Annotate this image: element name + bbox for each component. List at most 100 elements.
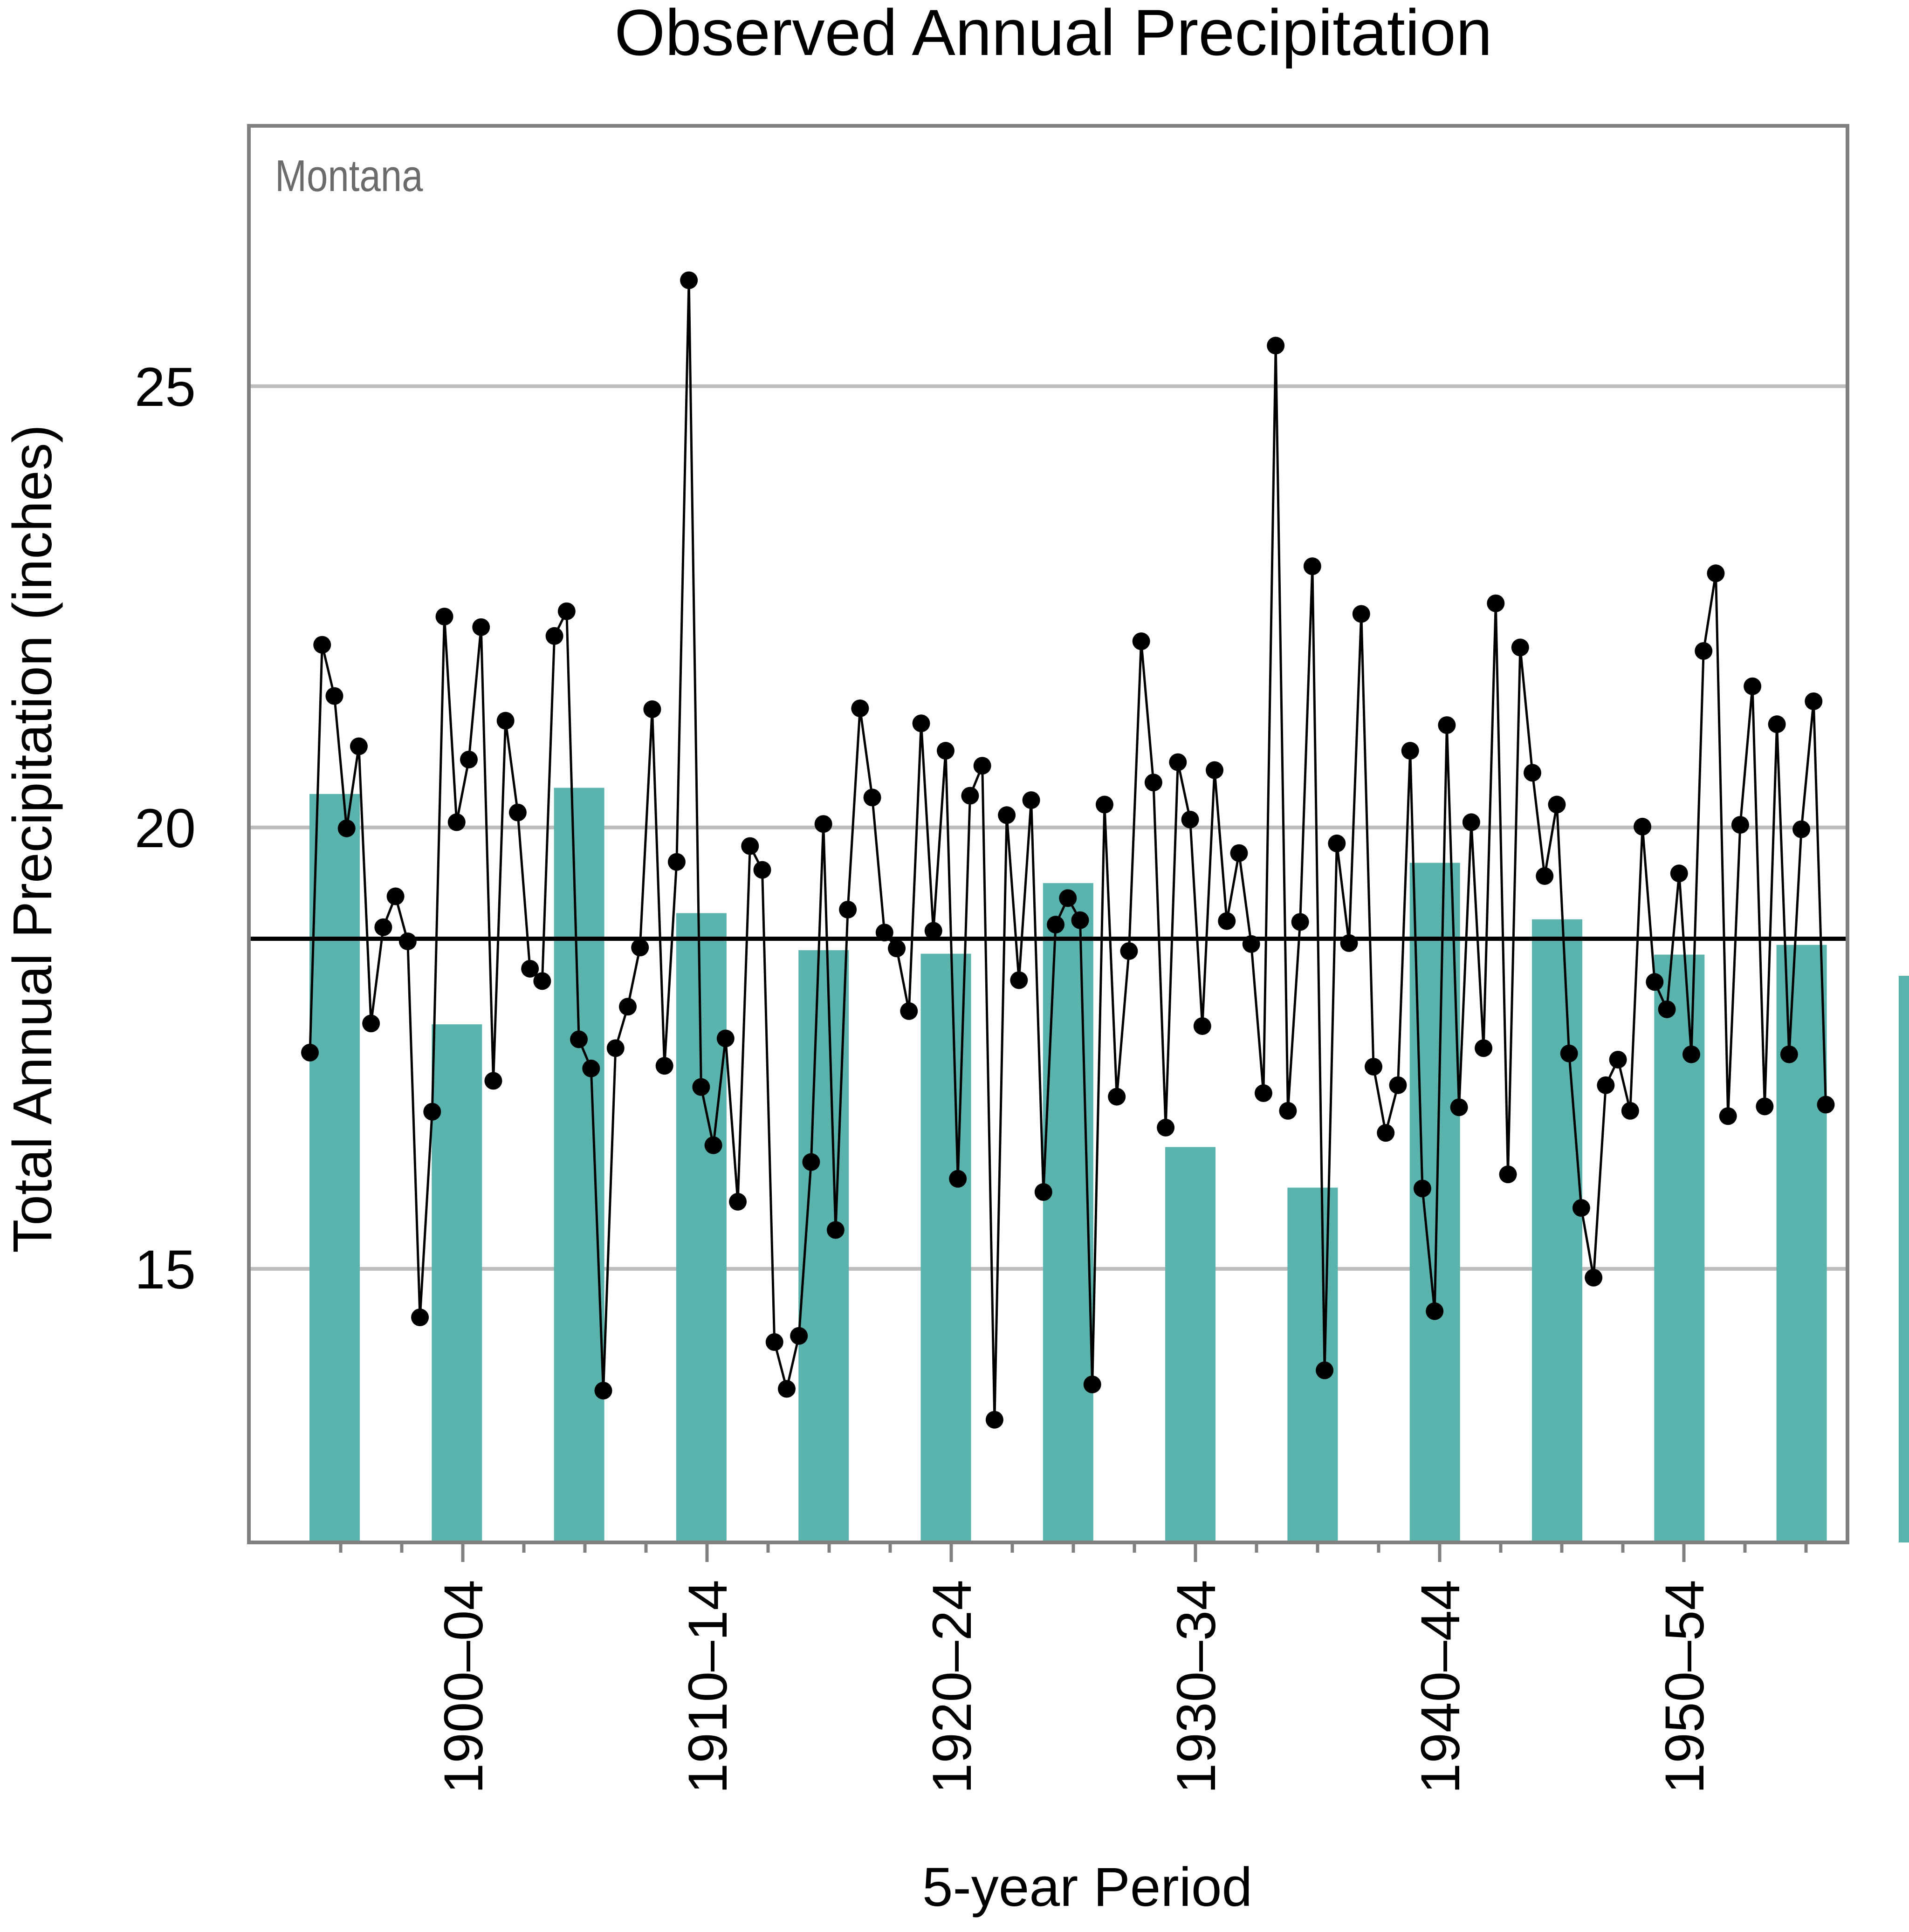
annual-data-point (936, 742, 954, 760)
annual-data-point (1132, 632, 1150, 651)
annual-data-point (386, 887, 405, 905)
bar (1898, 976, 1909, 1542)
annual-data-point (1646, 973, 1664, 991)
annual-data-point (521, 959, 539, 978)
bar (1776, 945, 1827, 1542)
annual-data-point (1413, 1179, 1431, 1198)
annual-data-point (1817, 1096, 1835, 1114)
annual-data-point (680, 271, 698, 289)
annual-data-point (1401, 742, 1419, 760)
annual-data-point (1634, 817, 1652, 836)
annual-data-point (1524, 764, 1541, 782)
annual-data-point (765, 1333, 783, 1351)
annual-data-point (1352, 605, 1370, 623)
annual-data-point (1157, 1118, 1175, 1137)
y-axis-title: Total Annual Precipitation (inches) (2, 425, 63, 1253)
annual-data-point (973, 757, 991, 775)
annual-data-point (301, 1043, 319, 1062)
annual-data-point (545, 627, 563, 645)
annual-data-point (460, 750, 478, 768)
bar (920, 953, 971, 1542)
annual-data-point (1169, 753, 1187, 771)
annual-data-point (1144, 774, 1162, 792)
annual-data-point (1181, 810, 1199, 829)
x-tick-label: 1960–64 (1898, 1580, 1909, 1794)
annual-data-point (1780, 1045, 1798, 1063)
bar (676, 913, 727, 1542)
annual-data-point (313, 636, 331, 654)
annual-data-point (826, 1221, 845, 1239)
annual-data-point (1560, 1044, 1578, 1062)
annual-data-point (1670, 864, 1688, 883)
annual-data-point (753, 861, 771, 879)
chart-title: Observed Annual Precipitation (614, 0, 1492, 69)
plot-area: 15 20 25 1900–04 1910–14 1920–24 1930–34 1940–4… (135, 124, 1909, 1794)
annual-data-point (1805, 692, 1823, 710)
annual-data-point (1658, 1000, 1676, 1018)
annual-data-point (1083, 1375, 1101, 1393)
annual-data-point (1193, 1017, 1211, 1035)
annual-data-point (1303, 557, 1321, 575)
annual-data-point (655, 1057, 673, 1075)
annual-data-point (1438, 716, 1456, 734)
y-tick-label: 15 (135, 1239, 196, 1301)
bar (798, 950, 849, 1542)
annual-data-point (618, 998, 637, 1016)
y-tick-label: 25 (135, 356, 196, 418)
bar (432, 1024, 482, 1542)
annual-data-point (1695, 642, 1713, 660)
plot-frame (247, 124, 1849, 1544)
annual-data-point (851, 699, 869, 718)
annual-data-point (1047, 916, 1065, 934)
annual-data-point (729, 1192, 747, 1211)
annual-data-point (1010, 971, 1028, 989)
annual-data-point (1291, 913, 1309, 931)
annual-data-point (1242, 935, 1260, 953)
annual-data-point (839, 900, 857, 918)
annual-data-point (1254, 1084, 1272, 1102)
annual-data-point (557, 602, 576, 620)
x-tick-label: 1900–04 (433, 1580, 494, 1794)
annual-data-point (1365, 1058, 1383, 1076)
annual-data-point (582, 1059, 600, 1077)
annual-data-point (1022, 791, 1040, 809)
bar (1165, 1147, 1216, 1542)
bar (554, 788, 604, 1542)
bar (1654, 954, 1705, 1542)
annual-data-point (1597, 1076, 1615, 1094)
annual-data-point (1377, 1124, 1395, 1142)
annual-data-point (1719, 1107, 1737, 1125)
annual-data-point (1487, 594, 1505, 612)
annual-data-point (337, 819, 356, 837)
annual-data-point (1585, 1268, 1603, 1287)
annual-data-point (814, 815, 832, 833)
annual-data-point (863, 788, 881, 807)
annual-data-point (1230, 844, 1248, 862)
annual-data-point (1609, 1050, 1627, 1069)
annual-data-point (1206, 761, 1224, 779)
annual-data-point (435, 608, 453, 626)
annual-data-point (741, 837, 759, 855)
annual-data-point (1682, 1045, 1700, 1063)
annual-data-point (1426, 1302, 1444, 1320)
annual-data-point (1621, 1102, 1639, 1120)
annual-data-point (1059, 889, 1077, 907)
annual-data-point (1218, 912, 1236, 930)
annual-data-point (508, 803, 527, 822)
x-tick-label: 1920–24 (921, 1580, 983, 1794)
y-tick-label: 20 (135, 798, 196, 859)
annual-data-point (667, 853, 686, 871)
annual-data-point (1499, 1165, 1517, 1184)
x-tick-label: 1910–14 (677, 1580, 739, 1794)
annual-data-point (398, 932, 417, 951)
annual-data-point (1279, 1102, 1297, 1120)
annual-data-point (362, 1014, 380, 1033)
annual-data-point (961, 787, 979, 805)
annual-data-point (1572, 1199, 1590, 1217)
annual-data-point (447, 813, 466, 831)
annual-data-point (1744, 677, 1762, 695)
annual-data-point (949, 1170, 967, 1188)
annual-data-point (912, 714, 930, 733)
